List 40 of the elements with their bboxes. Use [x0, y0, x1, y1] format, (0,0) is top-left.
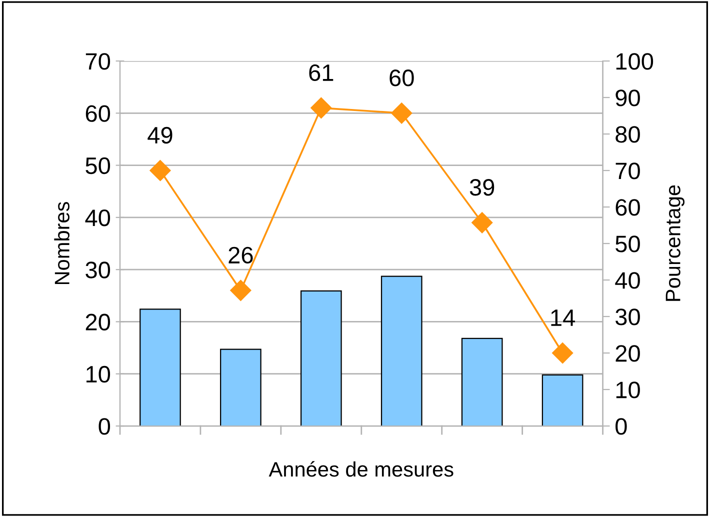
- data-label: 14: [551, 310, 575, 326]
- y2-tick-label: 0: [616, 418, 627, 435]
- y2-tick-label: 20: [616, 345, 640, 362]
- data-label: 39: [470, 179, 494, 196]
- bar: [542, 374, 584, 426]
- y-tick-label: 60: [86, 105, 110, 122]
- x-axis-title: Années de mesures: [268, 461, 454, 477]
- bar: [140, 308, 181, 426]
- y2-tick-label: 10: [616, 382, 640, 398]
- y-tick-label: 40: [85, 210, 110, 226]
- y2-tick-label: 100: [616, 53, 654, 70]
- bar: [380, 276, 422, 426]
- data-label: 61: [309, 64, 334, 82]
- bar: [461, 338, 503, 426]
- y-tick-label: 70: [86, 53, 110, 70]
- y-axis-title: Nombres: [54, 202, 70, 284]
- y-tick-label: 20: [86, 314, 110, 331]
- y2-tick-label: 30: [615, 308, 640, 326]
- y2-tick-label: 70: [616, 162, 640, 180]
- point: [391, 102, 412, 124]
- point: [310, 97, 332, 118]
- point: [150, 160, 171, 182]
- point: [230, 280, 252, 301]
- y-tick-label: 10: [86, 366, 110, 383]
- bar: [300, 290, 342, 426]
- data-label: 60: [390, 70, 414, 86]
- point: [552, 342, 574, 364]
- point: [472, 212, 493, 234]
- y2-tick-label: 80: [616, 126, 640, 143]
- y-tick-label: 30: [86, 262, 110, 278]
- data-label: 26: [228, 246, 253, 264]
- y-tick-label: 0: [98, 418, 110, 435]
- bar: [220, 348, 262, 426]
- y2-tick-label: 40: [615, 272, 640, 289]
- y2-axis-title: Pourcentage: [666, 185, 685, 301]
- data-label: 49: [148, 126, 172, 144]
- y2-tick-label: 90: [616, 90, 640, 106]
- y-tick-label: 50: [86, 157, 110, 174]
- y2-tick-label: 60: [616, 199, 640, 216]
- y2-tick-label: 50: [616, 236, 640, 252]
